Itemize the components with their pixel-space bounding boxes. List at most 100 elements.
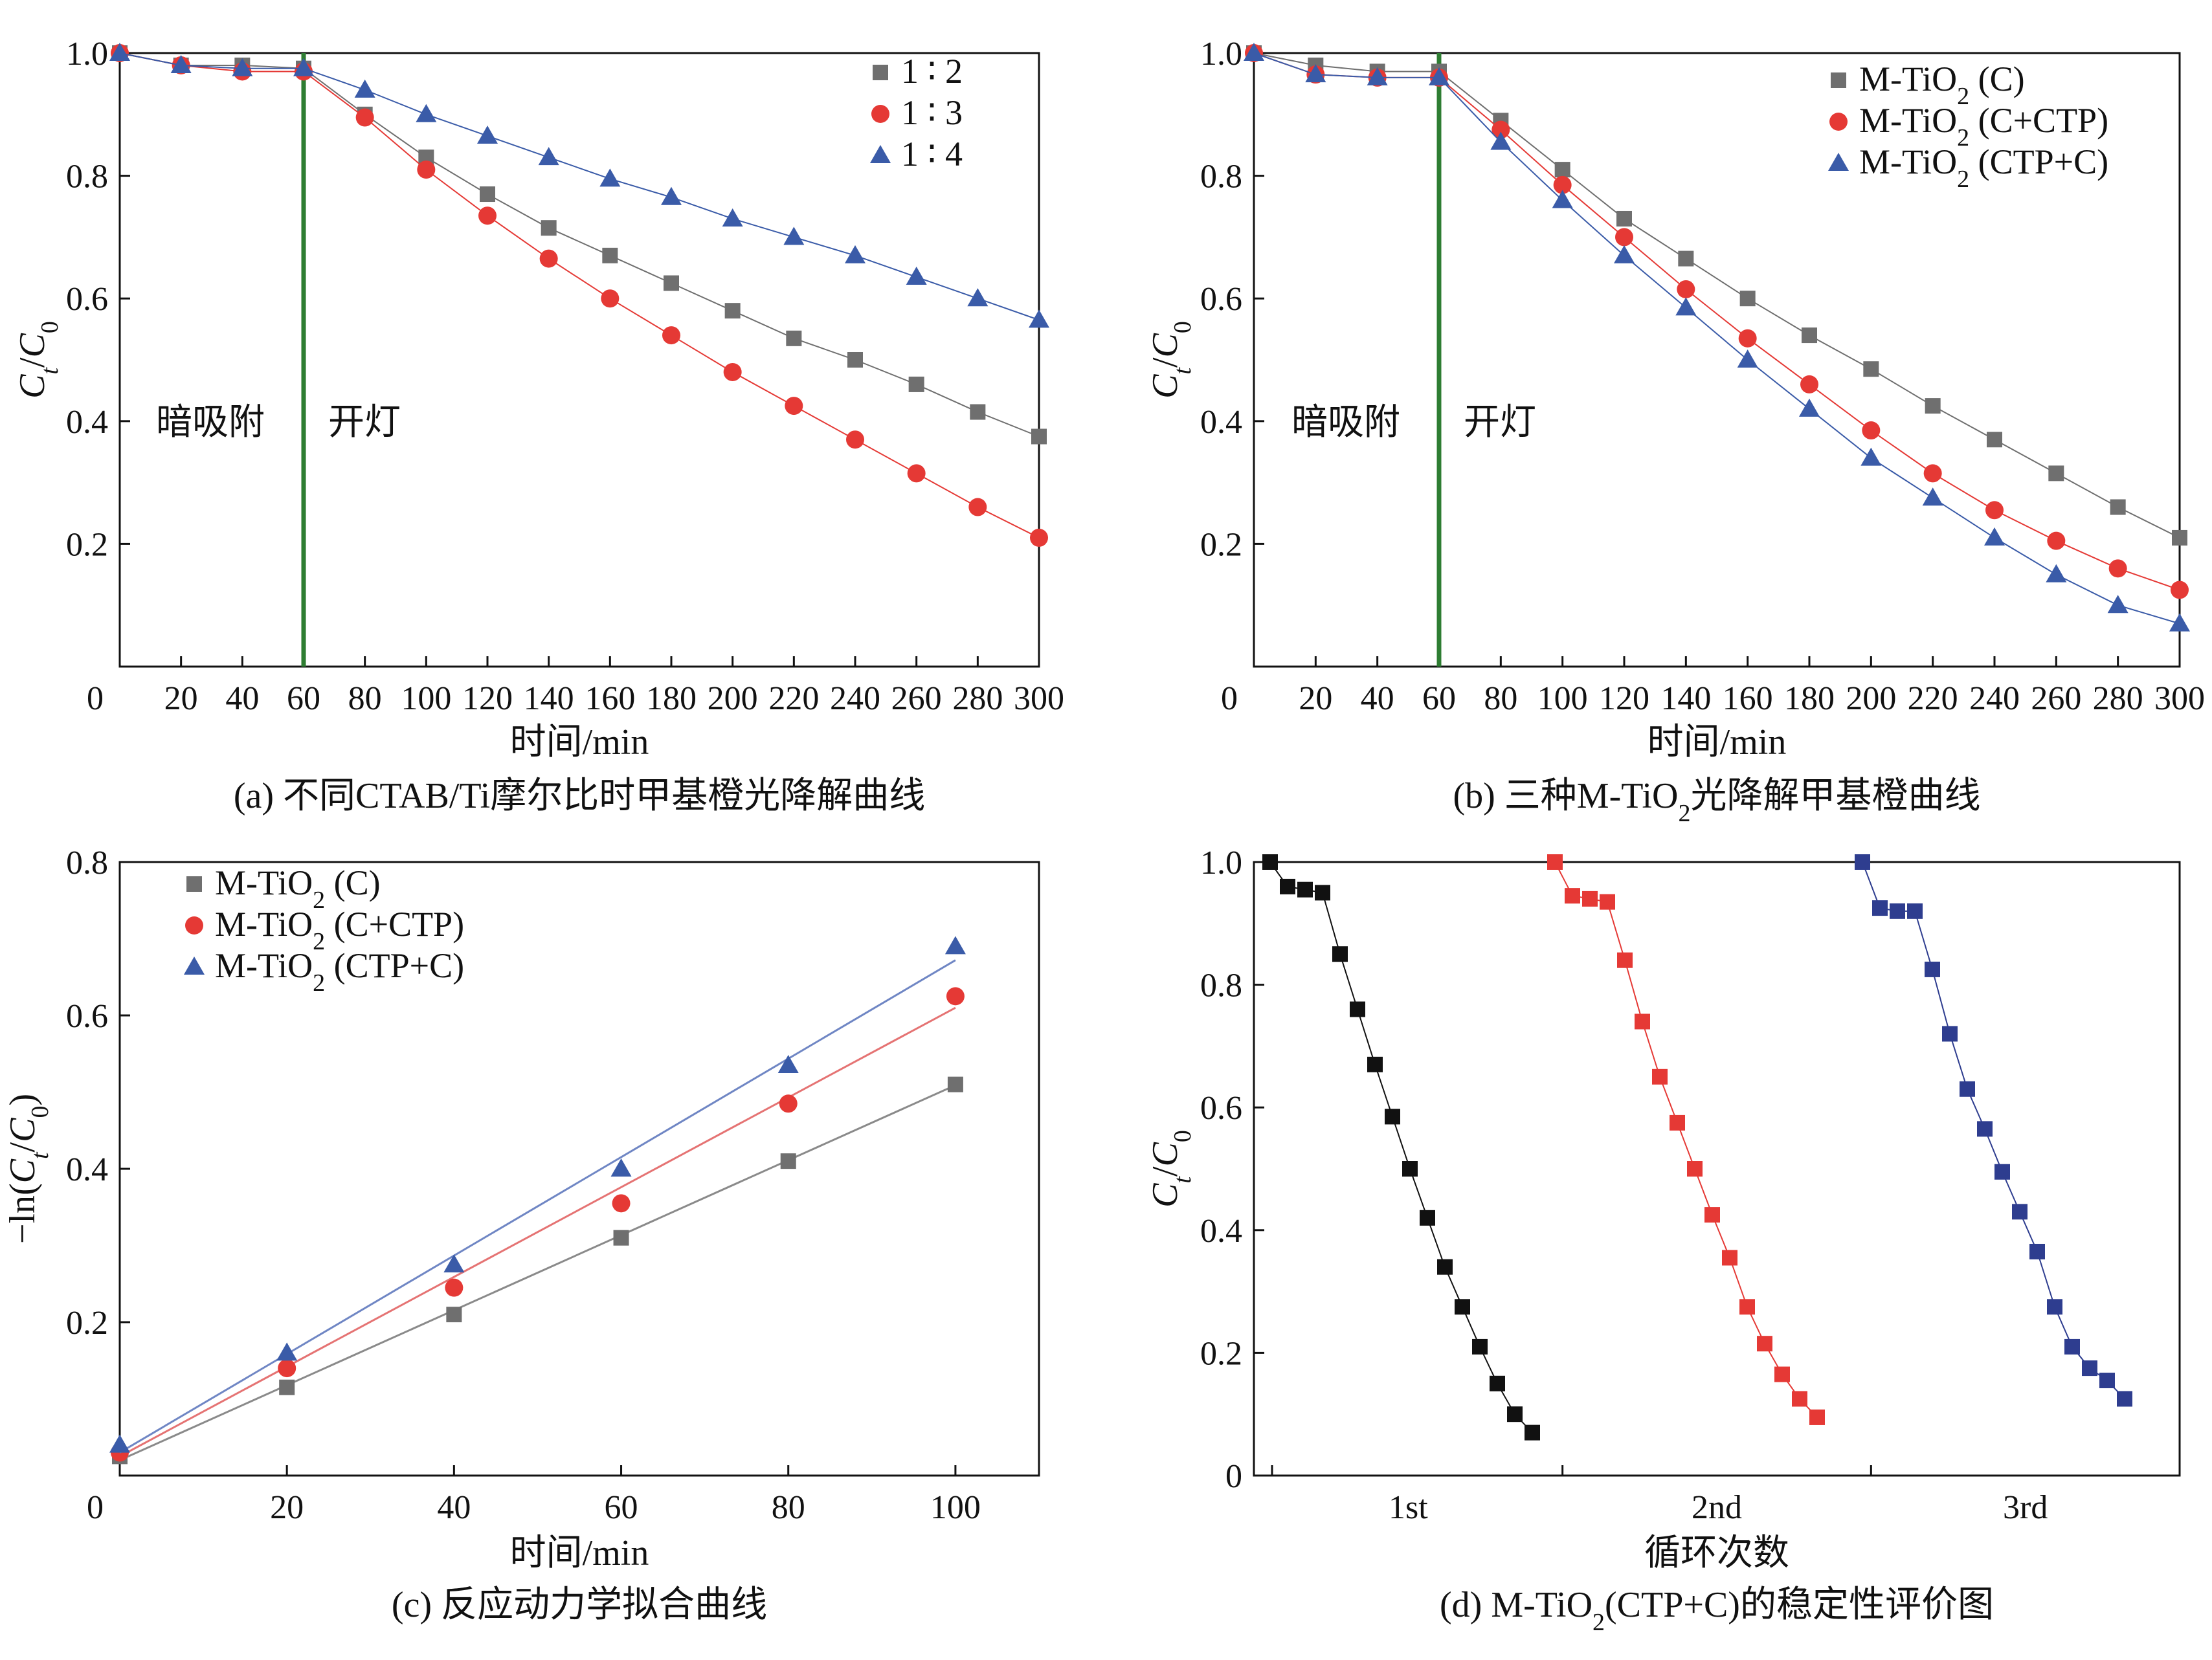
data-point (907, 464, 926, 483)
data-point (2110, 499, 2126, 515)
data-point (1985, 501, 2004, 520)
data-point (445, 1278, 464, 1297)
legend-marker (185, 916, 203, 935)
data-point (1385, 1109, 1400, 1125)
data-point (278, 1359, 296, 1378)
panel-caption: (a) 不同CTAB/Ti摩尔比时甲基橙光降解曲线 (234, 776, 925, 816)
data-point (1994, 1164, 2010, 1180)
data-point (2047, 1299, 2062, 1315)
data-point (446, 1307, 462, 1323)
data-point (1923, 464, 1942, 483)
y-tick-label: 1.0 (66, 36, 108, 72)
y-tick-label: 0.8 (66, 159, 108, 195)
series-line (1554, 861, 1818, 1418)
x-tick-label: 260 (2031, 680, 2081, 717)
x-tick-label: 80 (1484, 680, 1517, 717)
data-point (599, 168, 621, 187)
data-point (1890, 903, 1905, 919)
annotation-dark: 暗吸附 (156, 403, 265, 443)
data-point (1855, 854, 1870, 870)
data-point (480, 186, 495, 203)
legend-label: M-TiO2 (C+CTP) (1859, 101, 2108, 151)
data-point (170, 54, 192, 73)
data-point (908, 376, 924, 392)
x-tick-label: 220 (1908, 680, 1958, 717)
legend-marker (1831, 72, 1846, 88)
data-point (846, 430, 864, 449)
data-point (2107, 595, 2128, 614)
legend: M-TiO2 (C)M-TiO2 (C+CTP)M-TiO2 (CTP+C) (184, 863, 464, 997)
series-3 (1244, 43, 2190, 632)
series-cycle-2 (1547, 854, 1825, 1425)
x-tick-label: 0 (87, 680, 104, 717)
data-point (722, 208, 743, 227)
x-axis-label: 循环次数 (1644, 1533, 1789, 1573)
data-point (1922, 487, 1943, 506)
y-tick-label: 0.6 (66, 998, 108, 1035)
data-point (1704, 1207, 1720, 1223)
series-line (1253, 52, 2180, 538)
data-point (1737, 349, 1758, 368)
data-point (662, 326, 680, 345)
y-axis-label: Ct/C0 (1145, 1130, 1196, 1208)
data-point (783, 227, 805, 245)
data-point (1029, 309, 1049, 328)
y-tick-label: 0.2 (1200, 526, 1242, 563)
x-tick-label: 300 (2154, 680, 2205, 717)
data-point (276, 1342, 298, 1361)
x-tick-label: 1st (1389, 1489, 1428, 1526)
data-point (1280, 878, 1295, 894)
data-point (1030, 528, 1048, 547)
data-point (1942, 1026, 1958, 1042)
data-point (1305, 64, 1326, 83)
legend: 1 ∶ 21 ∶ 31 ∶ 4 (870, 52, 963, 173)
panel-caption: (d) M-TiO2(CTP+C)的稳定性评价图 (1440, 1585, 1994, 1636)
data-point (602, 247, 618, 263)
data-point (109, 43, 130, 61)
data-point (1455, 1299, 1470, 1315)
data-point (613, 1230, 629, 1246)
data-point (1582, 891, 1598, 907)
legend-label: M-TiO2 (C+CTP) (215, 905, 464, 955)
legend-marker (186, 876, 202, 892)
data-point (967, 288, 989, 307)
data-point (724, 303, 741, 319)
data-point (2171, 581, 2189, 599)
data-point (1739, 1299, 1755, 1315)
panel-caption: (b) 三种M-TiO2光降解甲基橙曲线 (1453, 776, 1981, 827)
fit-line (119, 959, 956, 1454)
legend-marker (870, 145, 891, 163)
x-tick-label: 3rd (2003, 1489, 2048, 1526)
series-line (1269, 861, 1533, 1433)
data-point (1738, 329, 1757, 348)
x-tick-label: 200 (708, 680, 758, 717)
x-tick-label: 20 (270, 1489, 304, 1526)
data-point (664, 275, 679, 291)
legend: M-TiO2 (C)M-TiO2 (C+CTP)M-TiO2 (CTP+C) (1828, 60, 2108, 193)
x-tick-label: 120 (462, 680, 513, 717)
legend-label: M-TiO2 (CTP+C) (1859, 142, 2108, 193)
data-point (1872, 900, 1888, 916)
data-point (1799, 398, 1820, 417)
y-axis-label: Ct/C0 (12, 321, 63, 399)
data-point (1367, 67, 1388, 85)
data-point (601, 289, 620, 308)
data-point (1809, 1409, 1825, 1425)
y-tick-label: 1.0 (1200, 36, 1242, 72)
x-tick-label: 2nd (1692, 1489, 1742, 1526)
data-point (1722, 1250, 1737, 1266)
x-tick-label: 60 (1422, 680, 1456, 717)
legend-marker (873, 65, 888, 80)
data-point (232, 58, 253, 76)
plot-frame (1253, 52, 2181, 668)
annotation-dark: 暗吸附 (1291, 403, 1400, 443)
x-tick-label: 60 (605, 1489, 638, 1526)
legend-marker (871, 105, 889, 123)
series-2 (111, 987, 965, 1462)
annotation-light: 开灯 (1464, 403, 1536, 443)
data-point (1907, 903, 1923, 919)
x-tick-label: 240 (830, 680, 880, 717)
panel-caption: (c) 反应动力学拟合曲线 (392, 1585, 767, 1625)
data-point (1739, 291, 1756, 307)
data-point (1802, 327, 1817, 344)
